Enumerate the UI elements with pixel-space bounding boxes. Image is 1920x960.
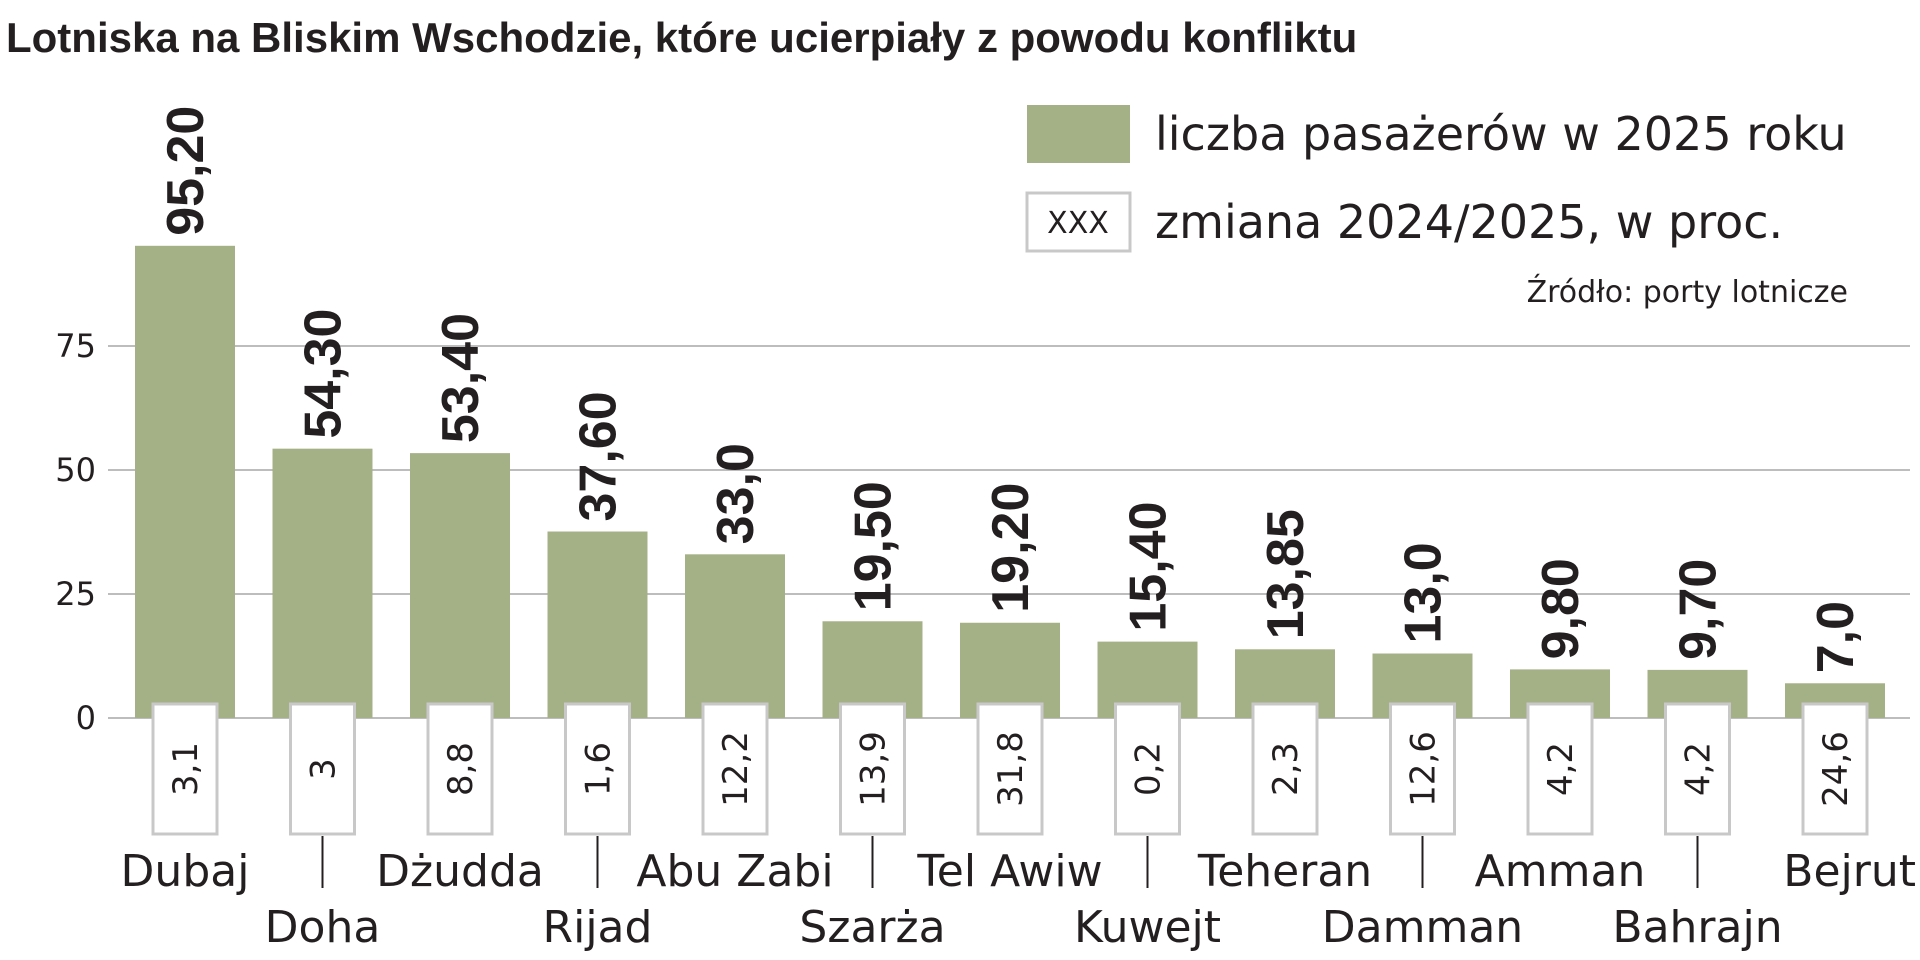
bar-3 (547, 531, 648, 718)
category-label: Dubaj (121, 846, 250, 897)
change-label: 24,6 (1816, 731, 1856, 807)
value-label: 95,20 (157, 106, 215, 236)
category-label: Bejrut (1783, 846, 1916, 897)
bar-1 (272, 448, 373, 718)
change-label: 12,2 (716, 731, 756, 807)
value-label: 9,80 (1532, 558, 1590, 659)
change-label: 0,2 (1129, 742, 1169, 796)
change-label: 3 (304, 758, 344, 780)
bars: 95,20 54,30 53,40 37,60 33,0 19,50 19,20 15,40 1… (135, 106, 1885, 719)
category-label: Teheran (1197, 846, 1372, 897)
legend-bar-label: liczba pasażerów w 2025 roku (1155, 107, 1847, 161)
change-box-11 (1664, 702, 1731, 836)
value-label: 53,40 (432, 313, 490, 443)
y-tick-label: 50 (55, 451, 96, 489)
change-box-4 (701, 702, 769, 836)
category-label: Tel Awiw (916, 846, 1102, 897)
bar-5 (822, 621, 923, 718)
y-tick-label: 25 (55, 575, 96, 613)
change-box-6 (976, 702, 1044, 836)
bar-6 (960, 622, 1060, 718)
change-label: 2,3 (1266, 742, 1306, 796)
category-label: Bahrajn (1612, 902, 1782, 953)
value-label: 15,40 (1120, 501, 1178, 631)
category-label: Doha (265, 902, 381, 953)
y-tick-label: 0 (76, 699, 96, 737)
change-box-12 (1801, 702, 1869, 836)
bar-4 (685, 554, 785, 718)
category-label: Szarża (799, 902, 945, 953)
source-note: Źródło: porty lotnicze (1527, 274, 1848, 310)
y-axis-ticks: 0 25 50 75 (55, 327, 96, 737)
change-box-5 (839, 702, 906, 836)
change-box-0 (151, 702, 219, 836)
change-label: 12,6 (1404, 731, 1444, 807)
value-label: 37,60 (570, 391, 628, 521)
category-label: Amman (1475, 846, 1646, 897)
chart-title: Lotniska na Bliskim Wschodzie, które uci… (6, 14, 1357, 61)
change-box-8 (1251, 702, 1319, 836)
category-label: Damman (1322, 902, 1523, 953)
bar-0 (135, 245, 235, 719)
category-label: Rijad (543, 902, 653, 953)
change-boxes: 3,1 3 8,8 1,6 12,2 13,9 31,8 0,2 2,3 12,6 4,2 4,2 24… (151, 702, 1869, 836)
change-label: 4,2 (1541, 742, 1581, 796)
category-label: Kuwejt (1074, 902, 1221, 953)
change-box-1 (289, 702, 356, 836)
legend-change-label: zmiana 2024/2025, w proc. (1155, 195, 1783, 249)
change-label: 4,2 (1679, 742, 1719, 796)
value-label: 33,0 (707, 443, 765, 544)
legend-change-sample: XXX (1047, 206, 1109, 241)
value-label: 7,0 (1807, 601, 1865, 673)
value-label: 9,70 (1670, 559, 1728, 660)
value-label: 19,20 (982, 483, 1040, 613)
bar-2 (410, 453, 510, 718)
change-label: 8,8 (441, 742, 481, 796)
change-box-9 (1389, 702, 1456, 836)
value-label: 13,85 (1257, 509, 1315, 639)
legend-change-box (1025, 191, 1132, 253)
value-label: 13,0 (1395, 542, 1453, 643)
change-label: 3,1 (166, 742, 206, 796)
change-label: 31,8 (991, 731, 1031, 807)
change-box-2 (426, 702, 494, 836)
change-label: 13,9 (854, 731, 894, 807)
category-label: Dżudda (376, 846, 544, 897)
change-box-3 (564, 702, 631, 836)
change-label: 1,6 (579, 742, 619, 796)
change-box-10 (1526, 702, 1594, 836)
legend: liczba pasażerów w 2025 roku XXX zmiana … (1025, 105, 1848, 310)
legend-bar-swatch (1027, 105, 1130, 163)
change-box-7 (1114, 702, 1181, 836)
value-label: 54,30 (295, 309, 353, 439)
y-tick-label: 75 (55, 327, 96, 365)
category-label: Abu Zabi (636, 846, 833, 897)
value-label: 19,50 (845, 481, 903, 611)
